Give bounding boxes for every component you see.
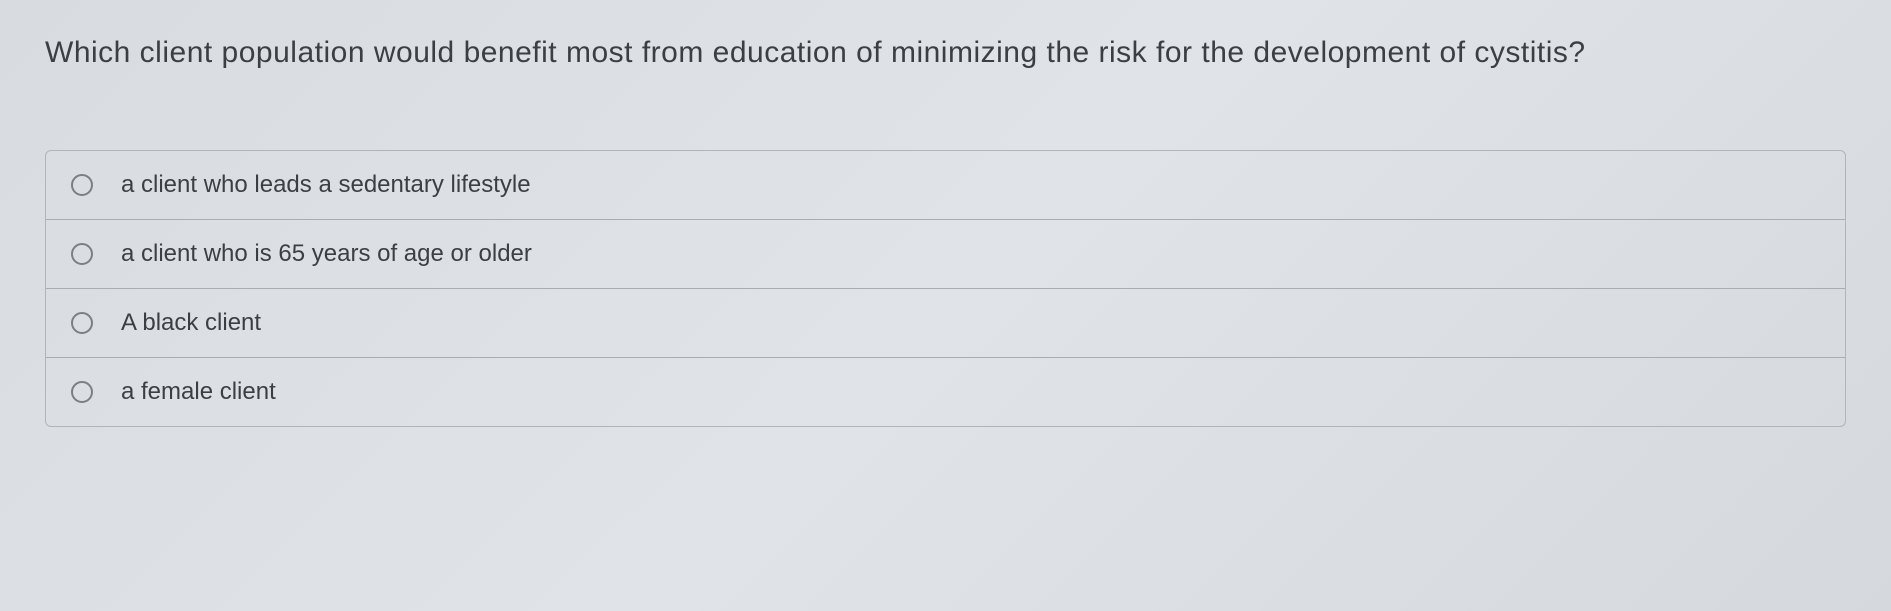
option-row-1[interactable]: a client who is 65 years of age or older	[46, 220, 1845, 289]
option-label: A black client	[121, 309, 261, 337]
question-text: Which client population would benefit mo…	[45, 30, 1846, 75]
radio-icon	[71, 312, 93, 334]
option-label: a female client	[121, 378, 276, 406]
option-row-3[interactable]: a female client	[46, 358, 1845, 426]
option-label: a client who is 65 years of age or older	[121, 240, 532, 268]
options-container: a client who leads a sedentary lifestyle…	[45, 150, 1846, 427]
option-label: a client who leads a sedentary lifestyle	[121, 171, 531, 199]
radio-icon	[71, 174, 93, 196]
option-row-0[interactable]: a client who leads a sedentary lifestyle	[46, 151, 1845, 220]
radio-icon	[71, 243, 93, 265]
radio-icon	[71, 381, 93, 403]
option-row-2[interactable]: A black client	[46, 289, 1845, 358]
